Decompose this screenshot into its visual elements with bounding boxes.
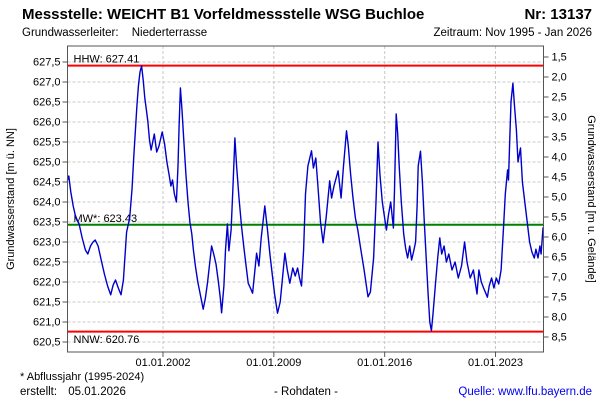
source-url[interactable]: www.lfu.bayern.de	[498, 386, 592, 398]
subtitle-row: Grundwasserleiter: Niederterrasse Zeitra…	[22, 27, 592, 39]
y-left-tick-label: 621,5	[33, 297, 61, 309]
y-left-tick-label: 623,5	[33, 217, 61, 229]
aquifer-info: Grundwasserleiter: Niederterrasse	[22, 27, 207, 39]
y-left-tick-label: 624,5	[33, 177, 61, 189]
y-right-tick-label: 4,5	[552, 172, 567, 184]
page-title: Messstelle: WEICHT B1 Vorfeldmessstelle …	[22, 6, 425, 23]
groundwater-level-curve	[66, 65, 544, 332]
hhw-annotation: HHW: 627.41	[74, 54, 140, 66]
y-left-tick-label: 622,5	[33, 257, 61, 269]
x-tick-label: 01.01.2002	[135, 357, 190, 369]
y-left-tick-label: 624,0	[33, 197, 61, 209]
y-right-tick-label: 1,5	[552, 52, 567, 64]
y-left-tick-label: 621,0	[33, 317, 61, 329]
y-left-tick-label: 626,5	[33, 97, 61, 109]
y-right-tick-label: 7,0	[552, 272, 567, 284]
y-left-tick-label: 627,5	[33, 57, 61, 69]
station-number: Nr: 13137	[524, 6, 592, 23]
y-axis-title-left: Grundwasserstand [m ü. NN]	[5, 128, 17, 270]
footnote: * Abflussjahr (1995-2024)	[20, 371, 145, 383]
x-tick-label: 01.01.2009	[246, 357, 301, 369]
source-label: Quelle:	[458, 386, 495, 398]
created-date: 05.01.2026	[68, 386, 126, 398]
y-axis-title-right: Grundwasserstand [m u. Gelände]	[585, 115, 597, 283]
y-right-tick-label: 8,5	[552, 332, 567, 344]
y-right-tick-label: 5,0	[552, 192, 567, 204]
y-right-tick-label: 7,5	[552, 292, 567, 304]
period-info: Zeitraum: Nov 1995 - Jan 2026	[433, 27, 592, 39]
aquifer-label: Grundwasserleiter:	[22, 27, 119, 39]
data-type-label: - Rohdaten -	[274, 386, 338, 398]
plot-frame	[67, 45, 544, 353]
y-left-tick-label: 627,0	[33, 77, 61, 89]
y-left-tick-label: 625,0	[33, 157, 61, 169]
x-tick-label: 01.01.2023	[468, 357, 523, 369]
y-right-tick-label: 3,5	[552, 132, 567, 144]
y-left-tick-label: 626,0	[33, 117, 61, 129]
y-right-tick-label: 6,5	[552, 252, 567, 264]
created-info: erstellt: 05.01.2026	[20, 386, 126, 398]
nnw-annotation: NNW: 620.76	[74, 334, 140, 346]
y-right-tick-label: 6,0	[552, 232, 567, 244]
x-tick-label: 01.01.2016	[357, 357, 412, 369]
y-left-tick-label: 622,0	[33, 277, 61, 289]
title-row: Messstelle: WEICHT B1 Vorfeldmessstelle …	[22, 6, 592, 23]
aquifer-value: Niederterrasse	[131, 27, 208, 39]
y-right-tick-label: 8,0	[552, 312, 567, 324]
y-right-tick-label: 4,0	[552, 152, 567, 164]
y-left-tick-label: 620,5	[33, 337, 61, 349]
mw-annotation: MW*: 623.43	[74, 213, 138, 225]
y-left-tick-label: 625,5	[33, 137, 61, 149]
y-right-tick-label: 2,5	[552, 92, 567, 104]
source-link[interactable]: Quelle: www.lfu.bayern.de	[458, 386, 592, 398]
y-right-tick-label: 5,5	[552, 212, 567, 224]
y-left-tick-label: 623,0	[33, 237, 61, 249]
y-right-tick-label: 2,0	[552, 72, 567, 84]
y-right-tick-label: 3,0	[552, 112, 567, 124]
created-label: erstellt:	[20, 386, 58, 398]
